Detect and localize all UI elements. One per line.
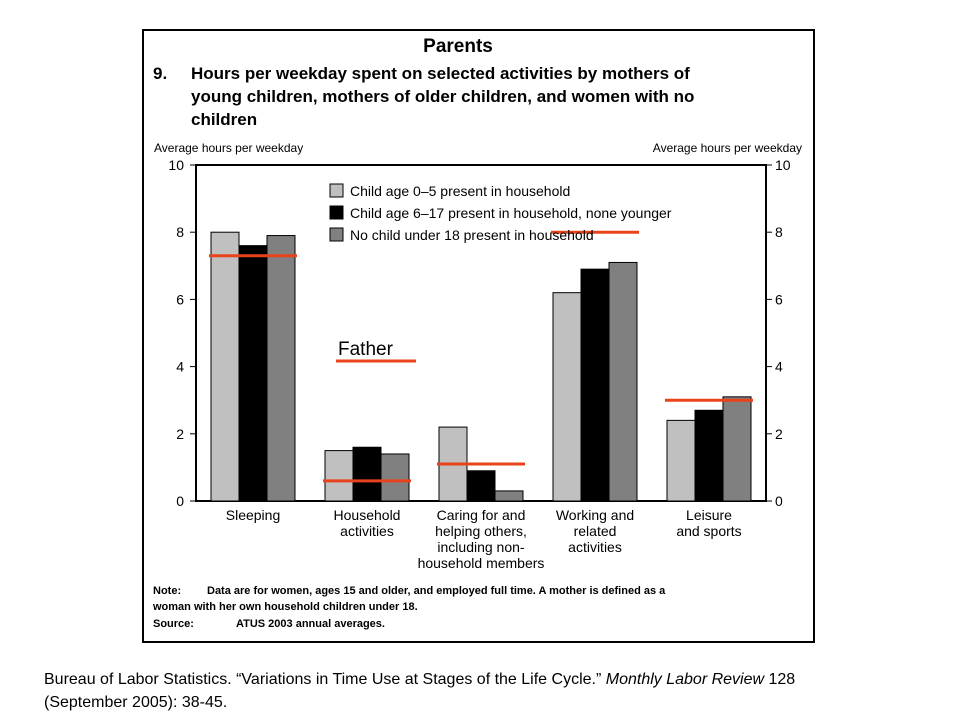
y-tick-label-right-3: 6 (775, 291, 783, 307)
category-label-0-line-0: Sleeping (226, 507, 281, 523)
figure-header: Parents (423, 36, 493, 57)
legend-label-1: Child age 6–17 present in household, non… (350, 205, 672, 221)
y-tick-label-right-1: 2 (775, 426, 783, 442)
y-tick-label-left-3: 6 (176, 291, 184, 307)
bar-s1-c0 (238, 245, 268, 502)
bar-s2-c0 (266, 235, 296, 502)
bar-s0-c3 (552, 292, 582, 502)
citation-volume: 128 (764, 671, 796, 688)
y-tick-label-left-4: 8 (176, 224, 184, 240)
father-label: Father (338, 339, 394, 360)
bar-s2-c2 (494, 490, 524, 502)
category-label-3-line-0: Working and (556, 507, 634, 523)
chart-figure: Parents 9. Hours per weekday spent on se… (142, 29, 815, 643)
y-tick-label-right-5: 10 (775, 157, 791, 173)
chart-title-line-2: young children, mothers of older childre… (191, 87, 694, 106)
bar-s1-c2 (466, 470, 496, 502)
bar-s1-c1 (352, 446, 382, 502)
source-text: ATUS 2003 annual averages. (236, 618, 385, 630)
category-label-4-line-0: Leisure (686, 507, 732, 523)
y-tick-label-right-0: 0 (775, 493, 783, 509)
bar-s0-c4 (666, 419, 696, 502)
y-axis-label-right: Average hours per weekday (653, 141, 802, 155)
citation: Bureau of Labor Statistics. “Variations … (44, 668, 944, 714)
category-label-1-line-0: Household (334, 507, 401, 523)
citation-date-pages: (September 2005): 38-45. (44, 694, 228, 711)
note-text-line-2: woman with her own household children un… (152, 601, 418, 613)
legend-swatch-2 (329, 227, 344, 242)
legend-swatch-0 (329, 183, 344, 198)
source-label: Source: (153, 618, 194, 630)
bar-s2-c1 (380, 453, 410, 502)
y-axis-label-left: Average hours per weekday (154, 141, 303, 155)
citation-journal: Monthly Labor Review (605, 671, 765, 688)
category-label-2-line-0: Caring for and (437, 507, 526, 523)
chart-title-line-1: Hours per weekday spent on selected acti… (191, 64, 690, 83)
father-overlay: Father (209, 230, 753, 483)
category-label-2-line-3: household members (418, 555, 545, 571)
bar-s2-c4 (722, 396, 752, 502)
bar-s2-c3 (608, 261, 638, 502)
category-label-3-line-2: activities (568, 539, 622, 555)
category-label-4-line-1: and sports (676, 523, 741, 539)
note-label: Note: (153, 585, 181, 597)
y-tick-label-left-2: 4 (176, 359, 184, 375)
bar-s1-c3 (580, 268, 610, 502)
legend-label-2: No child under 18 present in household (350, 227, 594, 243)
figure-number: 9. (153, 64, 167, 83)
category-label-3-line-1: related (574, 523, 617, 539)
y-tick-label-left-1: 2 (176, 426, 184, 442)
y-tick-label-right-4: 8 (775, 224, 783, 240)
axis-ticks: 0 0 2 2 4 4 6 6 8 8 10 10 (168, 157, 790, 509)
citation-text: Bureau of Labor Statistics. “Variations … (44, 671, 606, 688)
note-text-line-1: Data are for women, ages 15 and older, a… (207, 585, 666, 597)
legend-label-0: Child age 0–5 present in household (350, 183, 570, 199)
bar-s0-c0 (210, 231, 240, 502)
category-label-2-line-1: helping others, (435, 523, 527, 539)
category-label-2-line-2: including non- (437, 539, 525, 555)
category-label-1-line-1: activities (340, 523, 394, 539)
y-tick-label-left-0: 0 (176, 493, 184, 509)
y-tick-label-left-5: 10 (168, 157, 184, 173)
y-tick-label-right-2: 4 (775, 359, 783, 375)
bar-series (210, 231, 752, 502)
legend-swatch-1 (329, 205, 344, 220)
bar-s1-c4 (694, 409, 724, 502)
chart-title-line-3: children (191, 110, 257, 129)
legend: Child age 0–5 present in household Child … (329, 183, 672, 243)
bar-s0-c1 (324, 450, 354, 502)
